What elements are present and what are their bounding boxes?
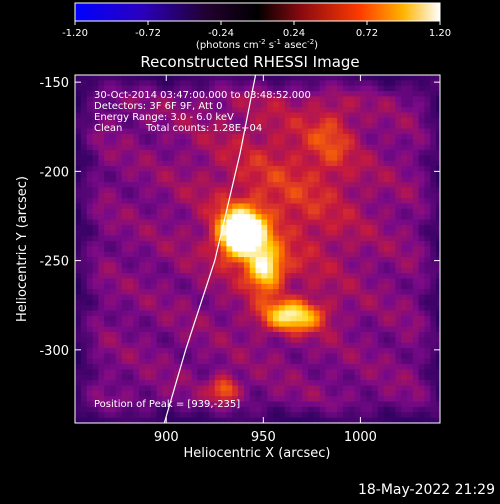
solar-limb-line	[163, 75, 257, 423]
colorbar-tick-label: -0.24	[208, 28, 234, 39]
colorbar-tick-label: 0.72	[356, 28, 378, 39]
chart-title: Reconstructed RHESSI Image	[140, 53, 359, 71]
annotation-time-range: 30-Oct-2014 03:47:00.000 to 03:48:52.000	[94, 90, 311, 101]
colorbar-tick-label: 1.20	[429, 28, 451, 39]
x-tick-label: 1000	[344, 430, 377, 445]
plot-frame	[74, 74, 441, 424]
x-tick-label: 900	[154, 430, 179, 445]
y-tick-label: -250	[39, 255, 69, 270]
y-tick-label: -150	[39, 76, 69, 91]
y-tick-label: -200	[39, 165, 69, 180]
annotation-detectors: Detectors: 3F 6F 9F, Att 0	[94, 101, 222, 112]
y-tick-label: -300	[39, 344, 69, 359]
x-axis-ticks: 900 950 1000	[154, 75, 377, 445]
x-tick-label: 950	[251, 430, 276, 445]
colorbar-ticks: -1.20 -0.72 -0.24 0.24 0.72 1.20	[62, 21, 451, 39]
annotation-total-counts: Total counts: 1.28E+04	[145, 123, 262, 134]
timestamp: 18-May-2022 21:29	[358, 482, 495, 498]
colorbar-tick-label: -1.20	[62, 28, 88, 39]
heatmap-cells	[75, 75, 440, 423]
x-axis-label: Heliocentric X (arcsec)	[184, 446, 331, 461]
annotation-energy-range: Energy Range: 3.0 - 6.0 keV	[94, 112, 234, 123]
colorbar	[74, 2, 441, 22]
colorbar-label: (photons cm-2 s-1 asec-2)	[196, 38, 318, 51]
colorbar-tick-label: 0.24	[283, 28, 305, 39]
colorbar-tick-label: -0.72	[135, 28, 161, 39]
annotation-clean: Clean	[94, 123, 122, 134]
y-axis-ticks: -150 -200 -250 -300	[39, 76, 440, 359]
peak-position-label: Position of Peak = [939,-235]	[94, 399, 240, 410]
y-axis-label: Heliocentric Y (arcsec)	[15, 176, 30, 322]
